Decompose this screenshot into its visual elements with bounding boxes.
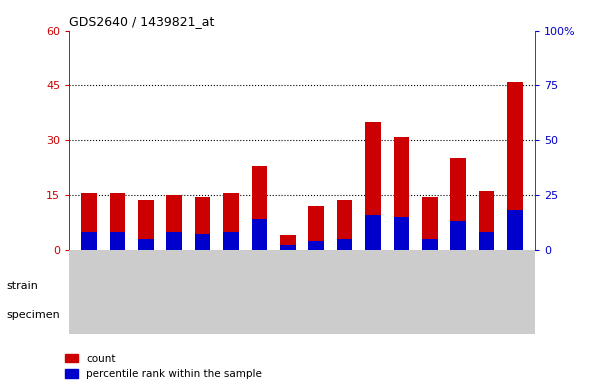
Bar (223, 232, 239, 250)
Bar (109, 232, 125, 250)
Bar (109, 193, 125, 250)
Bar (69, 305, 353, 327)
Bar (138, 200, 154, 250)
Bar (138, 239, 154, 250)
Bar (252, 219, 267, 250)
Bar (69, 276, 211, 298)
Text: B cell: B cell (197, 310, 225, 320)
Bar (507, 82, 523, 250)
Bar (337, 200, 352, 250)
Bar (166, 232, 182, 250)
Bar (394, 137, 409, 250)
Bar (308, 206, 324, 250)
Text: wild type: wild type (117, 281, 164, 291)
Bar (195, 197, 210, 250)
Text: specimen: specimen (6, 310, 59, 320)
Text: tumor: tumor (428, 310, 460, 320)
Bar (365, 215, 381, 250)
Bar (252, 166, 267, 250)
Bar (450, 221, 466, 250)
Bar (166, 195, 182, 250)
Bar (81, 232, 97, 250)
Bar (353, 305, 535, 327)
Bar (211, 276, 535, 298)
Bar (450, 159, 466, 250)
Bar (280, 245, 296, 250)
Bar (337, 239, 352, 250)
Bar (308, 241, 324, 250)
Bar (507, 210, 523, 250)
Bar (422, 197, 438, 250)
Text: strain: strain (6, 281, 38, 291)
Text: XBP1s transgenic: XBP1s transgenic (328, 281, 419, 291)
Bar (223, 193, 239, 250)
Bar (81, 193, 97, 250)
Bar (365, 122, 381, 250)
Bar (394, 217, 409, 250)
Text: GDS2640 / 1439821_at: GDS2640 / 1439821_at (69, 15, 215, 28)
Bar (479, 232, 495, 250)
Bar (280, 235, 296, 250)
Bar (422, 239, 438, 250)
Bar (195, 234, 210, 250)
Legend: count, percentile rank within the sample: count, percentile rank within the sample (66, 354, 262, 379)
Bar (479, 191, 495, 250)
